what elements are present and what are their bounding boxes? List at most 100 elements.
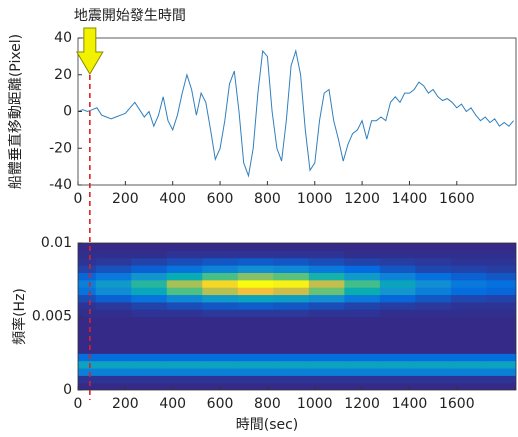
heat-cell — [308, 360, 345, 369]
heat-cell — [166, 353, 203, 362]
heat-cell — [344, 250, 381, 259]
heat-cell — [344, 360, 381, 369]
heat-cell — [415, 272, 452, 281]
heat-cell — [95, 360, 132, 369]
heat-cell — [131, 345, 168, 354]
heat-cell — [78, 338, 97, 347]
heat-cell — [379, 257, 416, 266]
heat-cell — [237, 257, 274, 266]
heat-cell — [78, 272, 97, 281]
heat-cell — [202, 257, 239, 266]
heat-cell — [166, 360, 203, 369]
y-tick-label: 0.01 — [41, 235, 72, 251]
heat-cell — [308, 287, 345, 296]
heat-cell — [202, 338, 239, 347]
heat-cell — [131, 287, 168, 296]
heat-cell — [344, 243, 381, 251]
heat-cell — [202, 353, 239, 362]
heat-cell — [131, 294, 168, 303]
heat-cell — [131, 257, 168, 266]
heat-cell — [131, 353, 168, 362]
heat-cell — [95, 353, 132, 362]
heat-cell — [273, 345, 310, 354]
heat-cell — [450, 301, 488, 310]
heat-cell — [202, 301, 239, 310]
heat-cell — [308, 338, 345, 347]
heat-cell — [415, 279, 452, 288]
heat-cell — [202, 331, 239, 340]
heat-cell — [486, 375, 516, 384]
heat-cell — [273, 265, 310, 273]
heat-cell — [273, 250, 310, 259]
heat-cell — [379, 345, 416, 354]
y-tick-label: -20 — [49, 140, 72, 156]
x-tick-label: 400 — [159, 396, 186, 412]
heat-cell — [273, 375, 310, 384]
heat-cell — [95, 257, 132, 266]
heat-cell — [273, 301, 310, 310]
heat-cell — [131, 279, 168, 288]
heat-cell — [344, 323, 381, 332]
heat-cell — [78, 360, 97, 369]
heat-cell — [131, 360, 168, 369]
heat-cell — [415, 287, 452, 296]
heat-cell — [379, 272, 416, 281]
heat-cell — [450, 250, 488, 259]
heat-cell — [273, 353, 310, 362]
heat-cell — [415, 331, 452, 340]
heat-cell — [202, 287, 239, 296]
heat-cell — [166, 287, 203, 296]
heat-cell — [202, 345, 239, 354]
heat-cell — [166, 243, 203, 251]
heatmap — [78, 243, 516, 390]
heat-cell — [237, 375, 274, 384]
heat-cell — [450, 279, 488, 288]
heat-cell — [166, 367, 203, 376]
heat-cell — [237, 294, 274, 303]
heat-cell — [273, 331, 310, 340]
x-tick-label: 1400 — [392, 191, 428, 207]
heat-cell — [486, 360, 516, 369]
x-tick-label: 600 — [207, 396, 234, 412]
x-tick-label: 1600 — [439, 191, 475, 207]
heat-cell — [308, 279, 345, 288]
heat-cell — [131, 265, 168, 273]
heat-cell — [237, 272, 274, 281]
heat-cell — [450, 243, 488, 251]
heat-cell — [202, 250, 239, 259]
heat-cell — [237, 287, 274, 296]
heat-cell — [379, 279, 416, 288]
heat-cell — [273, 272, 310, 281]
heat-cell — [166, 382, 203, 390]
heat-cell — [308, 353, 345, 362]
y-tick-label: 20 — [54, 67, 72, 83]
heat-cell — [95, 375, 132, 384]
heat-cell — [450, 257, 488, 266]
heat-cell — [486, 294, 516, 303]
heat-cell — [450, 331, 488, 340]
heat-cell — [131, 301, 168, 310]
heat-cell — [273, 338, 310, 347]
heat-cell — [344, 309, 381, 318]
heat-cell — [486, 309, 516, 318]
heat-cell — [344, 265, 381, 273]
heat-cell — [344, 367, 381, 376]
heat-cell — [202, 279, 239, 288]
heat-cell — [78, 243, 97, 251]
heat-cell — [131, 243, 168, 251]
heat-cell — [78, 331, 97, 340]
heat-cell — [95, 294, 132, 303]
heat-cell — [486, 287, 516, 296]
heat-cell — [95, 279, 132, 288]
heat-cell — [308, 272, 345, 281]
y-axis-label: 頻率(Hz) — [11, 288, 28, 345]
y-tick-label: 0 — [63, 104, 72, 120]
heat-cell — [131, 331, 168, 340]
heat-cell — [486, 367, 516, 376]
heat-cell — [237, 316, 274, 325]
heat-cell — [78, 375, 97, 384]
y-tick-label: 0 — [63, 382, 72, 398]
heat-cell — [486, 331, 516, 340]
heat-cell — [379, 331, 416, 340]
